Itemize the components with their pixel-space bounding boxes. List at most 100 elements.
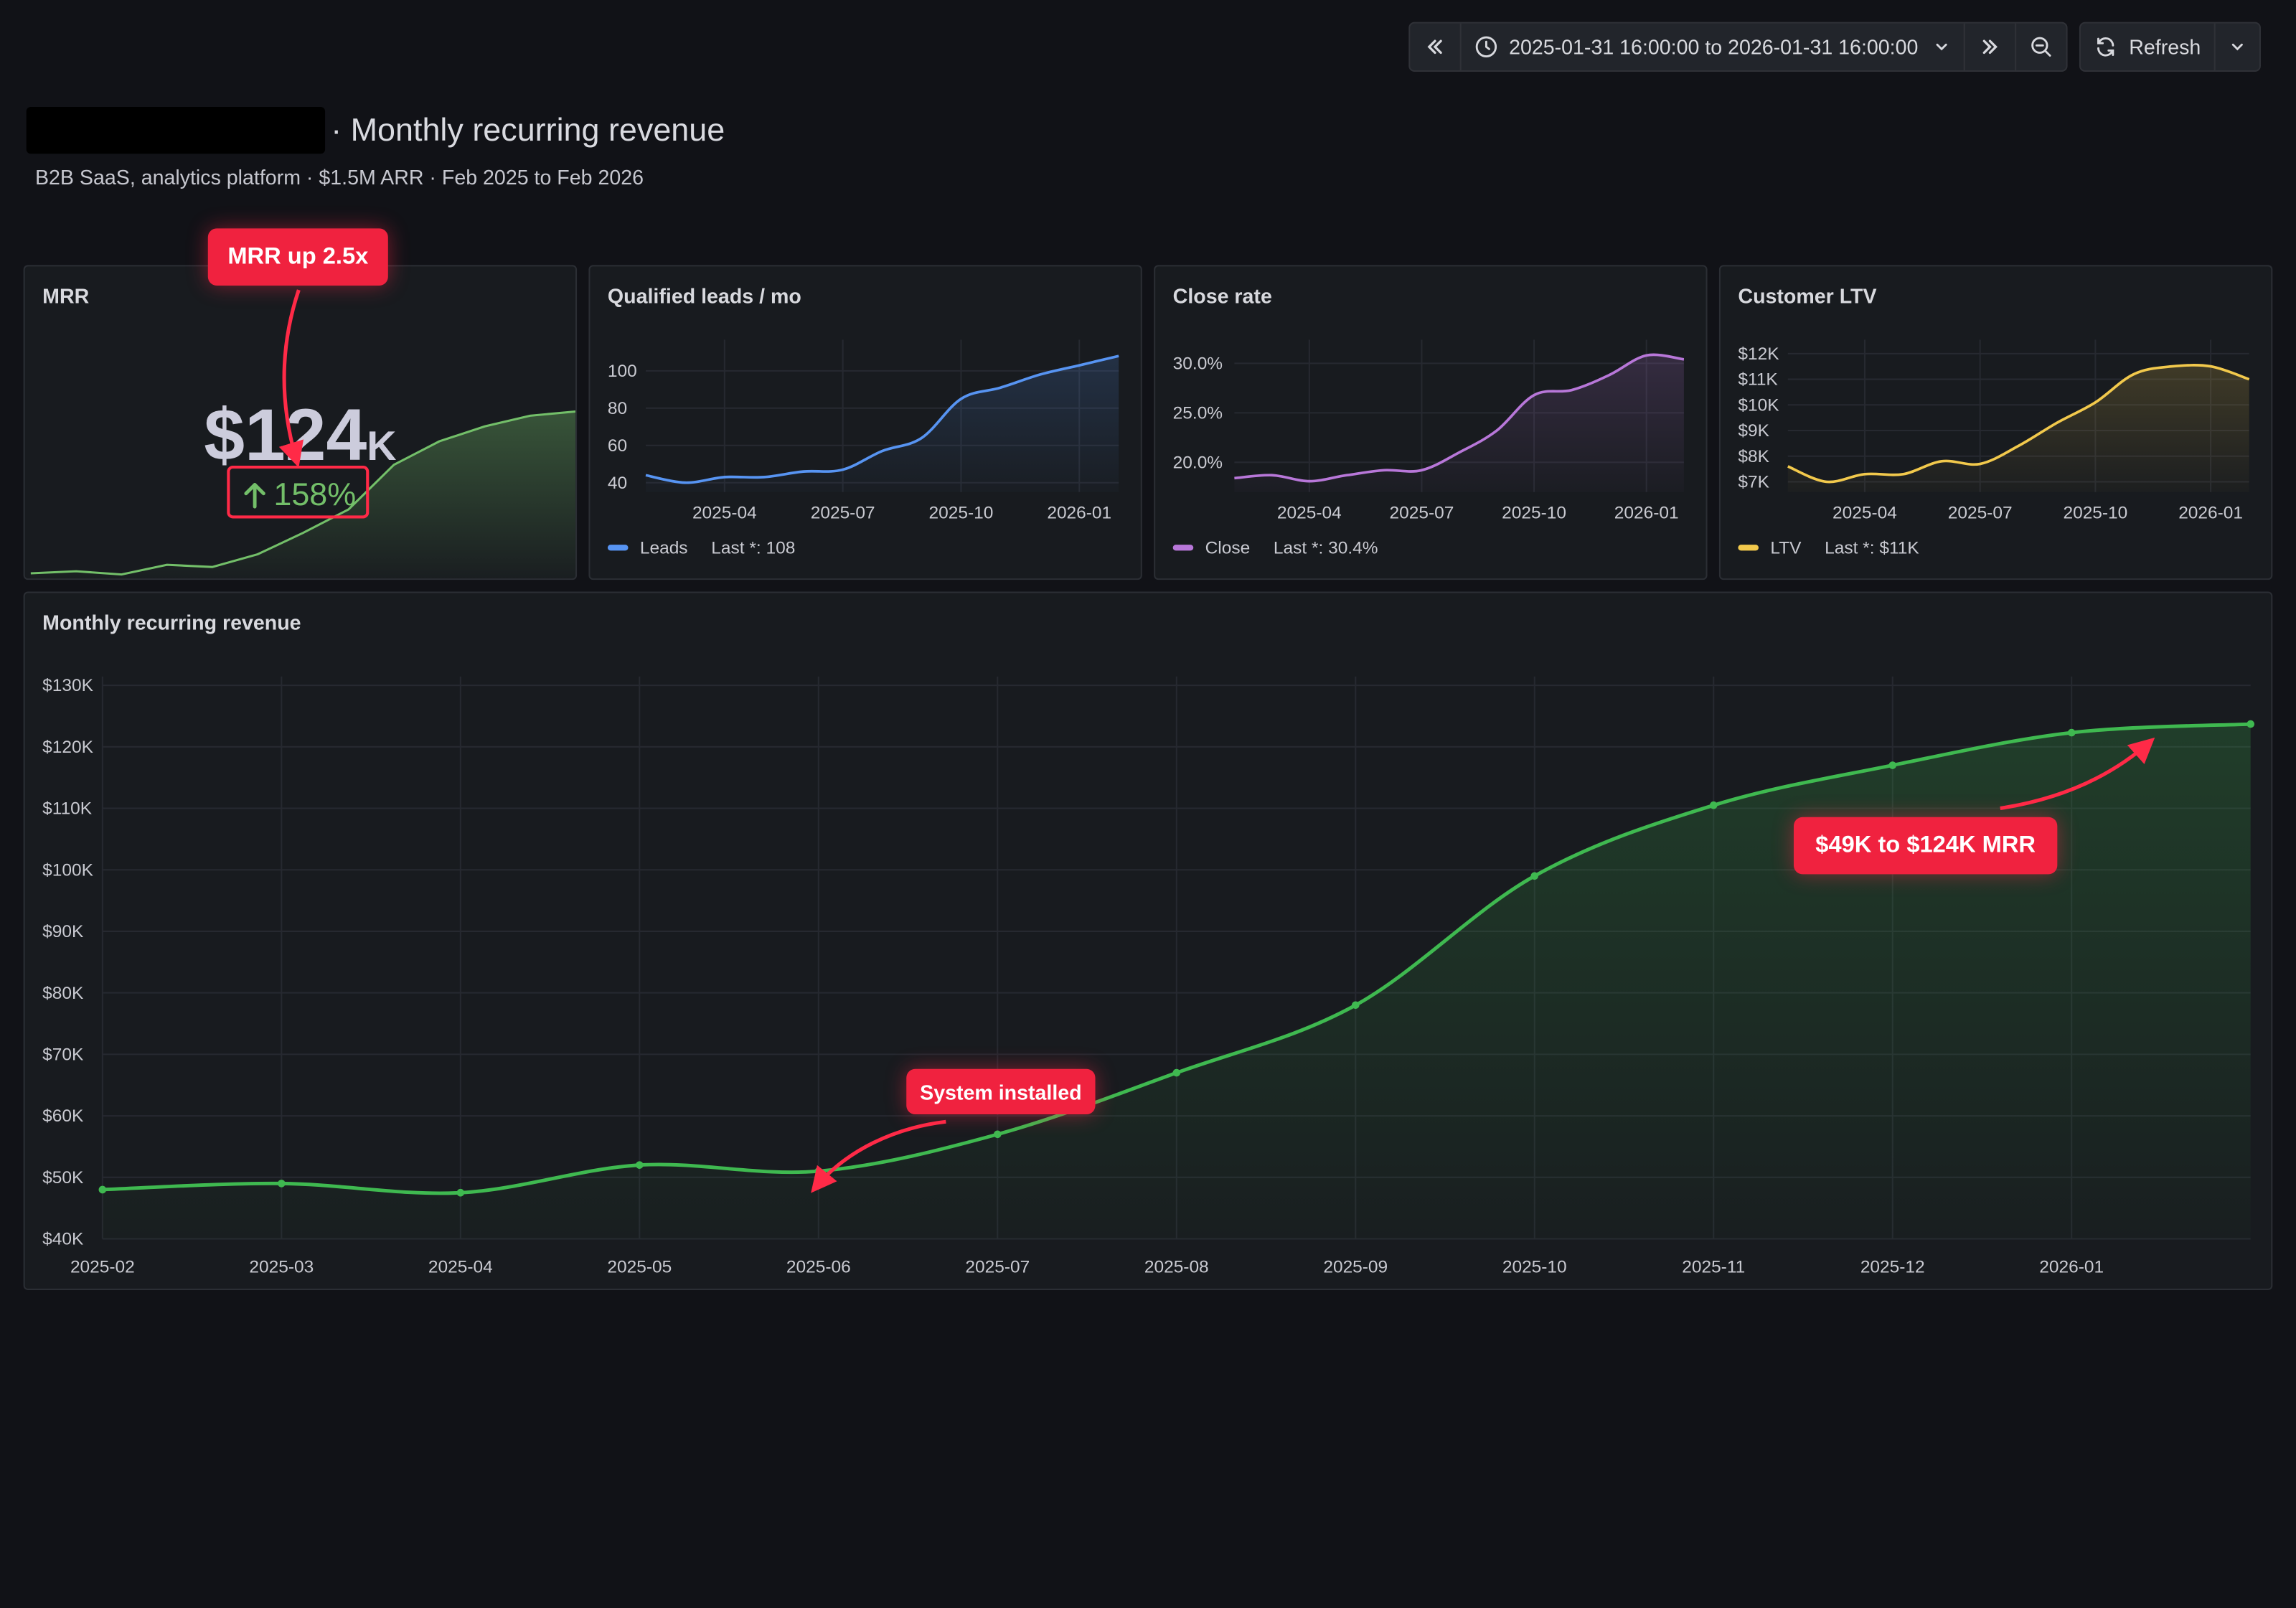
shift-back-button[interactable] [1409, 23, 1461, 70]
legend-label[interactable]: LTV [1770, 537, 1802, 558]
mrr-timeseries-panel[interactable]: Monthly recurring revenue $40K $50K $60K $7… [23, 591, 2273, 1290]
refresh-interval-dropdown[interactable] [2216, 24, 2259, 70]
sparkline-line [30, 410, 576, 576]
x-tick-label: 2025-04 [1277, 503, 1342, 522]
refresh-icon [2097, 37, 2114, 57]
dashboard-title: · Monthly recurring revenue [26, 106, 725, 154]
series-area [1234, 354, 1684, 492]
refresh-button[interactable]: Refresh [2081, 23, 2216, 70]
data-point [1172, 1068, 1181, 1077]
y-tick-label: $9K [1738, 421, 1769, 441]
panel-title: Customer LTV [1738, 283, 1877, 308]
toolbar: 2025-01-31 16:00:00 to 2026-01-31 16:00:… [1408, 22, 2261, 72]
legend: LTV Last *: $11K [1738, 537, 1919, 558]
legend-label[interactable]: Close [1205, 537, 1251, 558]
y-tick-label: $90K [42, 922, 84, 941]
data-point [993, 1130, 1002, 1139]
x-tick-label: 2025-07 [1948, 503, 2013, 522]
change-highlight-box [227, 465, 370, 519]
mrr-sparkline [30, 410, 576, 579]
clock-icon [1474, 36, 1497, 57]
mrr-change-value: 158% [273, 476, 357, 513]
data-point [814, 1167, 823, 1175]
leads-panel[interactable]: Qualified leads / mo 40 60 80 100 2025-04 202… [588, 265, 1142, 580]
callout-system-installed: System installed [906, 1068, 1096, 1115]
y-tick-label: 60 [608, 436, 627, 456]
x-tick-label: 2025-10 [1502, 1257, 1567, 1276]
data-point [456, 1188, 465, 1197]
close-rate-chart: 20.0% 25.0% 30.0% 2025-04 2025-07 2025-10 2026… [1173, 339, 1685, 522]
mrr-panel[interactable]: MRR $124K 158% [23, 265, 578, 580]
ltv-chart: $7K $8K $9K $10K $11K $12K 2025-04 2025-07 2025-… [1738, 339, 2250, 522]
y-tick-label: $120K [42, 738, 93, 757]
zoom-out-icon [2031, 37, 2051, 57]
legend-last-value: Last *: $11K [1825, 537, 1919, 558]
page-title: · Monthly recurring revenue [331, 111, 725, 149]
x-tick-label: 2025-11 [1682, 1257, 1745, 1276]
callout-growth: $49K to $124K MRR [1793, 817, 2058, 875]
x-tick-label: 2025-12 [1860, 1257, 1925, 1276]
y-tick-label: $110K [42, 799, 93, 819]
mrr-value-number: $124 [204, 393, 367, 476]
callout-mrr-up: MRR up 2.5x [207, 228, 388, 286]
y-tick-label: 100 [608, 362, 637, 381]
time-range-label: 2025-01-31 16:00:00 to 2026-01-31 16:00:… [1509, 34, 1919, 59]
panel-title: MRR [42, 283, 90, 308]
legend: Leads Last *: 108 [607, 537, 796, 558]
chevron-down-icon [1936, 43, 1947, 51]
zoom-out-button[interactable] [2016, 24, 2066, 70]
data-point [1530, 872, 1539, 880]
x-tick-label: 2026-01 [1047, 503, 1111, 522]
x-tick-label: 2025-10 [2063, 503, 2127, 522]
x-tick-label: 2025-04 [692, 503, 757, 522]
mrr-value: $124K [25, 392, 575, 477]
legend: Close Last *: 30.4% [1172, 537, 1378, 558]
series-area [645, 356, 1119, 492]
mrr-value-unit: K [367, 423, 397, 469]
legend-swatch [1738, 545, 1759, 551]
legend-last-value: Last *: 108 [711, 537, 796, 558]
redacted-company-name [26, 106, 326, 154]
chevron-down-icon [2231, 43, 2243, 51]
x-tick-label: 2026-01 [2178, 503, 2243, 522]
y-tick-label: $70K [42, 1045, 84, 1065]
legend-swatch [607, 545, 629, 551]
x-tick-label: 2025-06 [786, 1257, 851, 1276]
data-point [98, 1185, 107, 1194]
time-range-picker[interactable]: 2025-01-31 16:00:00 to 2026-01-31 16:00:… [1461, 23, 1965, 70]
close-rate-panel[interactable]: Close rate 20.0% 25.0% 30.0% 2025-04 2025-07… [1154, 265, 1708, 580]
mrr-change: 158% [227, 469, 370, 521]
series-line [1787, 364, 2250, 484]
y-tick-label: $100K [42, 860, 93, 880]
data-point [1351, 1001, 1360, 1010]
ltv-panel[interactable]: Customer LTV $7K $8K $9K $10K $11K $12K 2025-0… [1718, 265, 2273, 580]
y-tick-label: 40 [608, 474, 627, 493]
sparkline-area [30, 411, 576, 579]
y-tick-label: $12K [1738, 344, 1779, 364]
series-area [1787, 365, 2249, 492]
page-subtitle: B2B SaaS, analytics platform · $1.5M ARR… [34, 165, 644, 189]
refresh-label: Refresh [2129, 34, 2201, 59]
y-tick-label: 30.0% [1173, 354, 1223, 374]
y-tick-label: $11K [1738, 370, 1778, 390]
legend-label[interactable]: Leads [639, 537, 688, 558]
y-tick-label: $50K [42, 1168, 84, 1188]
leads-chart: 40 60 80 100 2025-04 2025-07 2025-10 2026-01 [608, 339, 1119, 522]
series-line [1234, 353, 1685, 483]
y-tick-label: 20.0% [1173, 453, 1223, 472]
arrow-up-icon [244, 483, 265, 509]
x-tick-label: 2026-01 [2039, 1257, 2104, 1276]
time-picker-group: 2025-01-31 16:00:00 to 2026-01-31 16:00:… [1408, 22, 2068, 72]
double-chevron-left-icon [1426, 39, 1441, 55]
panel-title: Close rate [1172, 283, 1272, 308]
x-tick-label: 2025-04 [1832, 503, 1897, 522]
double-chevron-right-icon [1982, 39, 1998, 55]
data-point [2246, 720, 2255, 728]
y-tick-label: $10K [1738, 395, 1779, 415]
x-tick-label: 2025-08 [1144, 1257, 1209, 1276]
shift-forward-button[interactable] [1965, 23, 2017, 70]
x-tick-label: 2025-10 [1502, 503, 1566, 522]
x-tick-label: 2025-07 [965, 1257, 1030, 1276]
data-point [1709, 801, 1718, 809]
